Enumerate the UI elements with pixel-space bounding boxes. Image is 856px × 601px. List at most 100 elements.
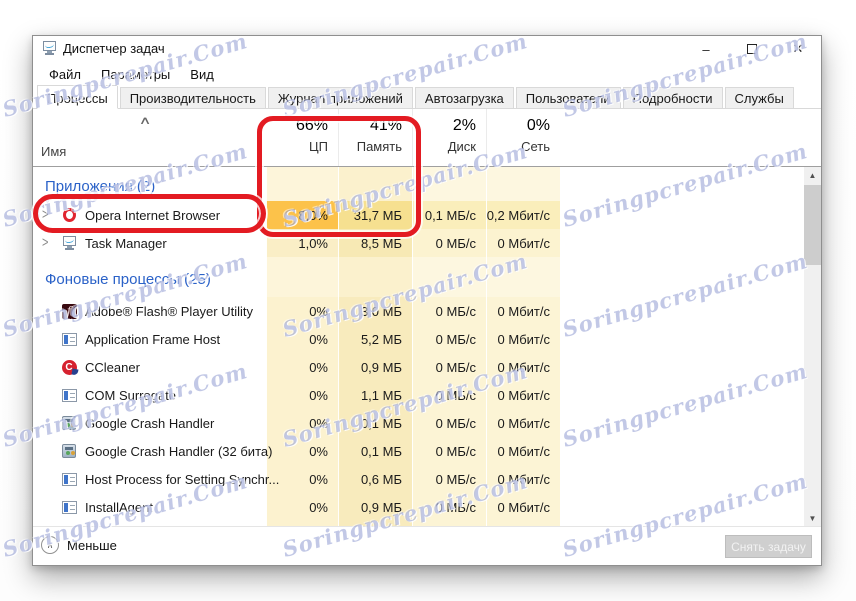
network-value: 0 Мбит/с — [486, 381, 560, 409]
empty-network-cell — [486, 167, 560, 201]
network-value: 0 Мбит/с — [486, 465, 560, 493]
table-row-com-surrogate[interactable]: COM Surrogate 0% 1,1 МБ 0 МБ/с 0 Мбит/с — [33, 381, 804, 409]
network-column-label: Сеть — [521, 139, 550, 154]
row-filler — [560, 437, 804, 465]
row-filler — [560, 201, 804, 229]
disk-value: 0 МБ/с — [412, 437, 486, 465]
process-name-cell: Google Crash Handler (32 бита) — [33, 437, 272, 465]
memory-value: 5,2 МБ — [338, 325, 412, 353]
network-total-percent: 0% — [526, 117, 550, 134]
fewer-details-toggle[interactable]: ∧ Меньше — [41, 536, 117, 554]
group-header-background[interactable]: Фоновые процессы (25) — [33, 257, 804, 297]
table-row-installagent[interactable]: InstallAgent 0% 0,9 МБ 0 МБ/с 0 Мбит/с — [33, 493, 804, 521]
cpu-value: 0% — [266, 353, 338, 381]
cpu-column-label: ЦП — [309, 139, 328, 154]
vertical-scrollbar[interactable]: ▲ ▼ — [804, 167, 821, 526]
menu-bar: Файл Параметры Вид — [33, 62, 821, 86]
table-row-task-manager[interactable]: > Task Manager 1,0% 8,5 МБ 0 МБ/с 0 Мбит… — [33, 229, 804, 257]
column-header-disk[interactable]: 2% Диск — [412, 109, 486, 166]
column-header-cpu[interactable]: 66% ЦП — [266, 109, 338, 166]
table-filler-row — [33, 521, 804, 526]
google-crash-icon — [61, 443, 77, 459]
generic-window-icon — [61, 387, 77, 403]
sort-ascending-icon: ∧ — [138, 115, 152, 127]
empty-disk-cell — [412, 257, 486, 297]
tab-users[interactable]: Пользователи — [515, 87, 621, 108]
empty-cpu-cell — [266, 167, 338, 201]
row-filler — [560, 325, 804, 353]
network-value: 0 Мбит/с — [486, 297, 560, 325]
column-header-network[interactable]: 0% Сеть — [486, 109, 560, 166]
table-row-google-crash-handler-32[interactable]: Google Crash Handler (32 бита) 0% 0,1 МБ… — [33, 437, 804, 465]
memory-column-label: Память — [356, 139, 402, 154]
tab-services[interactable]: Службы — [724, 87, 794, 108]
disk-value: 0 МБ/с — [412, 229, 486, 257]
table-row-ccleaner[interactable]: C CCleaner 0% 0,9 МБ 0 МБ/с 0 Мбит/с — [33, 353, 804, 381]
empty-cpu-cell — [266, 257, 338, 297]
memory-value: 31,7 МБ — [338, 201, 412, 229]
disk-column-label: Диск — [447, 139, 476, 154]
tab-processes[interactable]: Процессы — [37, 85, 118, 109]
cpu-value: 0% — [266, 493, 338, 521]
network-value: 0 Мбит/с — [486, 437, 560, 465]
network-value: 0 Мбит/с — [486, 409, 560, 437]
row-filler — [560, 353, 804, 381]
title-group: Диспетчер задач — [41, 40, 165, 56]
cpu-total-percent: 66% — [295, 117, 328, 134]
close-button[interactable]: ✕ — [792, 41, 804, 56]
scroll-down-icon[interactable]: ▼ — [808, 513, 817, 523]
tab-performance[interactable]: Производительность — [119, 87, 266, 108]
scrollbar-thumb[interactable] — [804, 185, 821, 265]
disk-total-percent: 2% — [452, 117, 476, 134]
column-header-memory[interactable]: 41% Память — [338, 109, 412, 166]
title-bar[interactable]: Диспетчер задач – ✕ — [33, 36, 821, 62]
opera-icon — [61, 207, 77, 223]
scroll-up-icon[interactable]: ▲ — [808, 170, 817, 180]
end-task-button[interactable]: Снять задачу — [725, 535, 812, 558]
table-row-app-frame-host[interactable]: Application Frame Host 0% 5,2 МБ 0 МБ/с … — [33, 325, 804, 353]
group-label-apps: Приложения (2) — [45, 178, 156, 195]
window-title: Диспетчер задач — [63, 40, 165, 56]
menu-view[interactable]: Вид — [190, 66, 214, 82]
disk-value: 0 МБ/с — [412, 353, 486, 381]
tab-details[interactable]: Подробности — [622, 87, 723, 108]
network-value: 0 Мбит/с — [486, 229, 560, 257]
maximize-button[interactable] — [729, 36, 775, 62]
row-filler — [560, 493, 804, 521]
expand-chevron-icon[interactable]: > — [42, 235, 49, 251]
row-filler — [560, 297, 804, 325]
tab-startup[interactable]: Автозагрузка — [414, 87, 514, 108]
cpu-value: 0% — [266, 297, 338, 325]
table-row-google-crash-handler[interactable]: Google Crash Handler 0% 0,1 МБ 0 МБ/с 0 … — [33, 409, 804, 437]
memory-value: 0,9 МБ — [338, 353, 412, 381]
row-filler — [560, 167, 804, 201]
fewer-details-label: Меньше — [67, 537, 117, 553]
generic-window-icon — [61, 499, 77, 515]
disk-value: 0,1 МБ/с — [412, 201, 486, 229]
generic-window-icon — [61, 331, 77, 347]
tab-app-history[interactable]: Журнал приложений — [267, 87, 413, 108]
process-name: Application Frame Host — [85, 331, 221, 347]
column-header-name[interactable]: Имя — [41, 144, 67, 159]
google-crash-icon — [61, 415, 77, 431]
group-header-apps[interactable]: Приложения (2) — [33, 167, 804, 201]
menu-file[interactable]: Файл — [49, 66, 81, 82]
maximize-icon — [747, 44, 757, 54]
network-value: 0 Мбит/с — [486, 353, 560, 381]
process-name-cell: > Task Manager — [33, 229, 266, 257]
table-row-opera[interactable]: > Opera Internet Browser 8,0% 31,7 МБ 0,… — [33, 201, 804, 229]
disk-value: 0 МБ/с — [412, 325, 486, 353]
row-filler — [560, 229, 804, 257]
memory-value: 0,1 МБ — [338, 409, 412, 437]
menu-options[interactable]: Параметры — [100, 66, 171, 82]
minimize-button[interactable]: – — [702, 41, 710, 57]
table-row-host-process[interactable]: Host Process for Setting Synchr... 0% 0,… — [33, 465, 804, 493]
row-filler — [560, 257, 804, 297]
cpu-value: 0% — [266, 465, 338, 493]
memory-value: 0,9 МБ — [338, 493, 412, 521]
process-name-cell: COM Surrogate — [33, 381, 266, 409]
table-row-flash[interactable]: f Adobe® Flash® Player Utility 0% 3,0 МБ… — [33, 297, 804, 325]
memory-total-percent: 41% — [369, 117, 402, 134]
footer-bar: ∧ Меньше Снять задачу — [33, 526, 821, 565]
task-manager-app-icon — [41, 40, 57, 56]
